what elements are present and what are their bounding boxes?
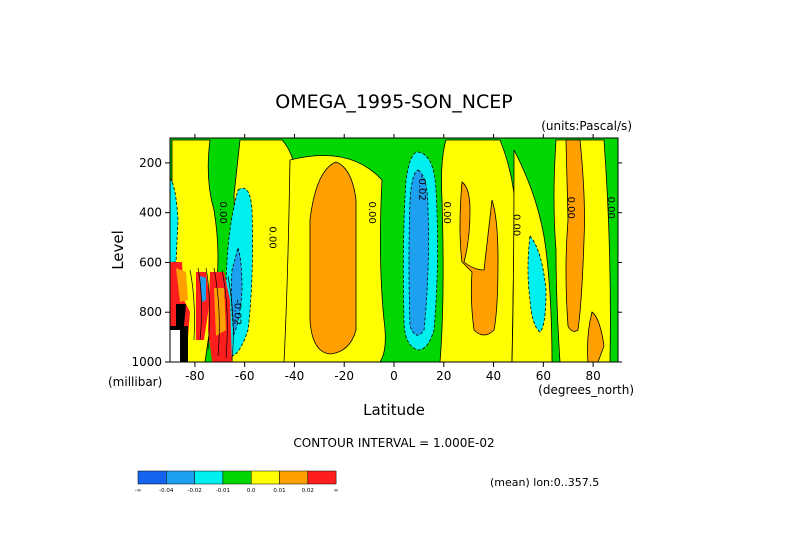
colorbar: -∞ -0.04 -0.02 -0.01 0.0 0.01 0.02 ∞: [135, 470, 339, 494]
x-tick-label: -80: [185, 369, 205, 383]
x-tick-label: 20: [436, 369, 451, 383]
nh-ascent-cyan: [527, 235, 547, 333]
x-tick-label: -60: [235, 369, 255, 383]
contour-label: -0.02: [232, 299, 243, 325]
x-tick-label: 40: [486, 369, 501, 383]
contour-interval-text: CONTOUR INTERVAL = 1.000E-02: [293, 436, 494, 450]
y-tick-label: 400: [139, 206, 162, 220]
colorbar-swatch: [250, 470, 280, 485]
contour-label: 0.00: [565, 197, 576, 219]
y-units-label: (millibar): [108, 375, 162, 389]
y-tick-label: 1000: [131, 355, 162, 369]
colorbar-swatch: [137, 470, 167, 485]
contour-label: -0.02: [416, 175, 427, 201]
colorbar-label: -0.04: [159, 488, 174, 494]
colorbar-label: 0.01: [273, 488, 285, 494]
x-tick-label: 80: [585, 369, 600, 383]
units-label: (units:Pascal/s): [541, 119, 632, 133]
y-tick-label: 600: [139, 255, 162, 269]
colorbar-swatch: [166, 470, 195, 485]
colorbar-label: 0.02: [302, 488, 314, 494]
x-tick-label: 0: [390, 369, 398, 383]
sh-ascent-blue: [230, 246, 243, 336]
colorbar-label: -∞: [135, 488, 142, 494]
contour-labels: 0.00 0.00 0.00 -0.02 0.00 0.00 0.00 0.00 -0.02: [217, 175, 616, 325]
y-axis: 200 400 600 800 1000: [131, 156, 622, 369]
polar-high-gradient-cells: [170, 262, 234, 362]
y-tick-label: 800: [139, 305, 162, 319]
x-axis-label: Latitude: [363, 401, 425, 419]
colorbar-label: 0.0: [247, 488, 256, 494]
chart-title: OMEGA_1995-SON_NCEP: [275, 91, 512, 113]
colorbar-swatch: [279, 470, 309, 485]
y-axis-label: Level: [109, 230, 127, 270]
colorbar-label: ∞: [334, 488, 339, 494]
contour-field: [170, 138, 618, 362]
x-tick-label: 60: [536, 369, 551, 383]
contour-label: 0.00: [267, 226, 278, 248]
contour-label: 0.00: [605, 197, 616, 219]
mean-text: (mean) lon:0..357.5: [490, 476, 599, 489]
nh-descent-orange: [459, 181, 499, 336]
colorbar-swatch: [222, 470, 252, 485]
nh-polar-orange: [565, 139, 585, 332]
x-axis: -80 -60 -40 -20 0 20 40 60 80: [185, 134, 601, 383]
contour-label: 0.00: [510, 214, 521, 236]
x-tick-label: -40: [285, 369, 305, 383]
itcz-blue: [408, 169, 429, 336]
x-tick-label: -20: [334, 369, 354, 383]
nh-polar-orange-low: [587, 311, 605, 362]
x-units-label: (degrees_north): [538, 383, 634, 397]
sh-edge-cyan: [170, 177, 179, 263]
contour-label: 0.00: [217, 202, 228, 224]
y-tick-label: 200: [139, 156, 162, 170]
colorbar-label: -0.01: [216, 488, 230, 494]
sh-descent-orange: [309, 161, 357, 355]
colorbar-swatch: [194, 470, 224, 485]
colorbar-label: -0.02: [187, 488, 201, 494]
colorbar-swatch: [307, 470, 337, 485]
contour-label: 0.00: [441, 202, 452, 224]
contour-label: 0.00: [366, 202, 377, 224]
